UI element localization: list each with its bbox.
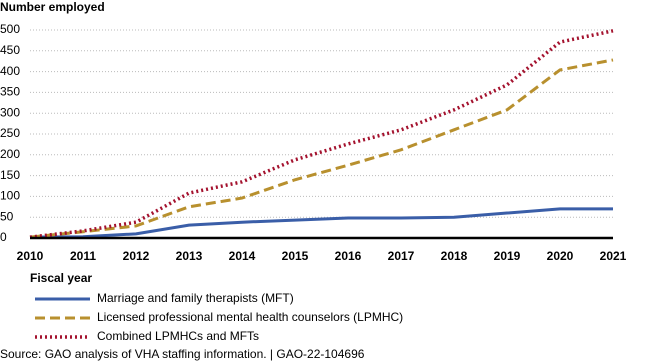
x-tick-label: 2011 xyxy=(70,249,96,263)
legend-label: Licensed professional mental health coun… xyxy=(97,310,403,324)
x-tick-label: 2021 xyxy=(600,249,627,263)
x-tick-label: 2015 xyxy=(282,249,309,263)
x-axis-title: Fiscal year xyxy=(30,271,92,285)
y-tick-label: 0 xyxy=(0,230,7,244)
legend-label: Marriage and family therapists (MFT) xyxy=(97,291,294,305)
legend-label: Combined LPMHCs and MFTs xyxy=(97,329,259,343)
y-tick-label: 400 xyxy=(0,64,20,78)
x-tick-label: 2010 xyxy=(17,249,44,263)
x-tick-label: 2018 xyxy=(441,249,468,263)
x-tick-label: 2014 xyxy=(229,249,256,263)
y-axis-title: Number employed xyxy=(0,0,105,14)
y-tick-label: 250 xyxy=(0,126,20,140)
series-line xyxy=(29,207,613,239)
series-line xyxy=(29,29,614,239)
source: Source: GAO analysis of VHA staffing inf… xyxy=(0,347,365,361)
y-tick-label: 50 xyxy=(0,209,14,223)
x-tick-label: 2017 xyxy=(388,249,415,263)
y-tick-label: 350 xyxy=(0,85,20,99)
x-tick-label: 2016 xyxy=(335,249,362,263)
y-tick-label: 500 xyxy=(0,22,20,36)
series-line xyxy=(29,58,614,239)
y-tick-label: 100 xyxy=(0,189,20,203)
y-tick-label: 450 xyxy=(0,43,20,57)
x-tick-label: 2020 xyxy=(547,249,574,263)
y-tick-label: 150 xyxy=(0,168,20,182)
x-tick-label: 2013 xyxy=(176,249,203,263)
x-tick-label: 2012 xyxy=(123,249,150,263)
y-tick-label: 200 xyxy=(0,147,20,161)
y-tick-label: 300 xyxy=(0,105,20,119)
x-tick-label: 2019 xyxy=(494,249,521,263)
